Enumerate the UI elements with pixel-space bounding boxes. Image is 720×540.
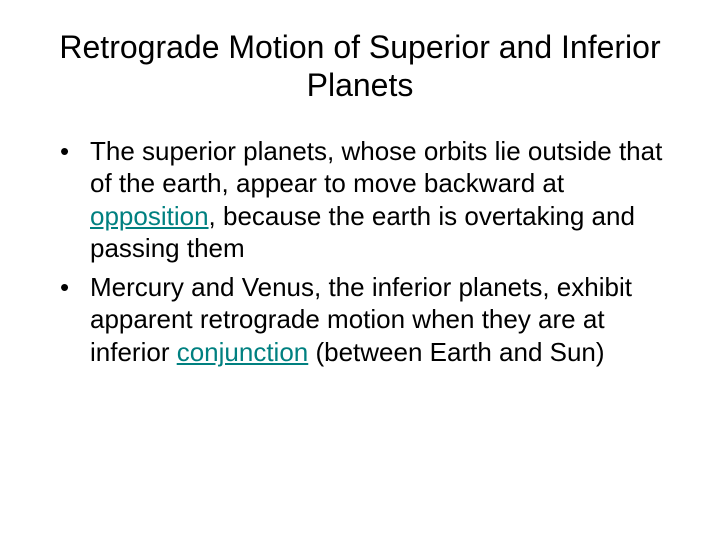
list-item: The superior planets, whose orbits lie o… xyxy=(60,135,680,265)
list-item: Mercury and Venus, the inferior planets,… xyxy=(60,271,680,369)
bullet-text-post: (between Earth and Sun) xyxy=(308,337,604,367)
bullet-text-pre: The superior planets, whose orbits lie o… xyxy=(90,136,662,199)
bullet-list: The superior planets, whose orbits lie o… xyxy=(40,135,680,369)
link-opposition[interactable]: opposition xyxy=(90,201,209,231)
link-conjunction[interactable]: conjunction xyxy=(177,337,309,367)
slide-title: Retrograde Motion of Superior and Inferi… xyxy=(40,28,680,105)
